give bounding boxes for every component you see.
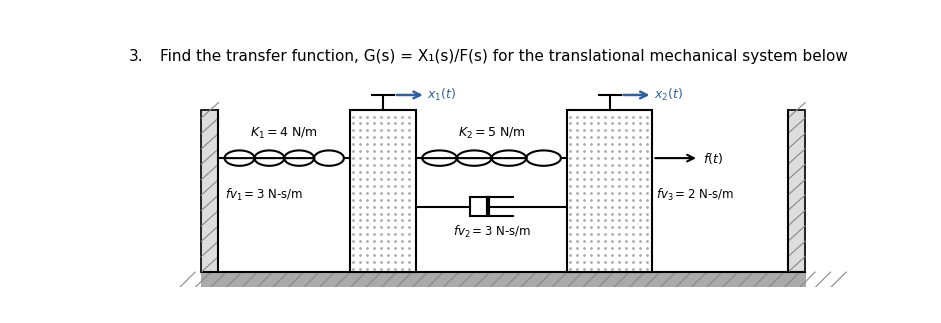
Text: $x_2(t)$: $x_2(t)$ [654,87,683,103]
Text: $M_2 = 2$ kg: $M_2 = 2$ kg [582,175,638,192]
Text: $fv_2 = 3$ N-s/m: $fv_2 = 3$ N-s/m [453,224,531,240]
Bar [350,110,416,272]
Text: $fv_1 = 3$ N-s/m: $fv_1 = 3$ N-s/m [225,187,302,203]
Bar [567,110,652,272]
Text: Find the transfer function, G(s) = X₁(s)/F(s) for the translational mechanical s: Find the transfer function, G(s) = X₁(s)… [160,49,848,64]
Text: $K_1 = 4$ N/m: $K_1 = 4$ N/m [250,126,318,141]
Text: 3.: 3. [129,49,144,64]
Text: $fv_3 = 2$ N-s/m: $fv_3 = 2$ N-s/m [656,187,734,203]
Text: $x_1(t)$: $x_1(t)$ [427,87,456,103]
Bar [201,272,805,289]
Bar [788,110,805,272]
Text: $M_1 = 1$ kg: $M_1 = 1$ kg [355,175,411,192]
Text: $K_2 = 5$ N/m: $K_2 = 5$ N/m [457,126,526,141]
Text: $f(t)$: $f(t)$ [703,151,723,166]
Bar [201,110,218,272]
